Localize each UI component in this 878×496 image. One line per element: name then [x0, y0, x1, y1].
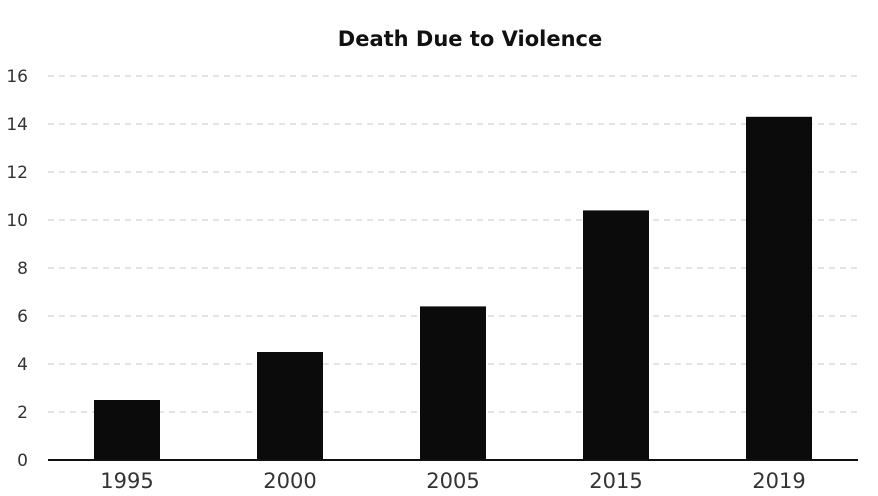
y-tick-label: 4 — [17, 355, 28, 375]
y-tick-label: 6 — [17, 307, 28, 327]
bar-2000 — [257, 352, 323, 460]
y-tick-label: 16 — [6, 67, 28, 87]
bar-2015 — [583, 210, 649, 460]
y-tick-label: 14 — [6, 115, 28, 135]
y-tick-label: 8 — [17, 259, 28, 279]
y-tick-label: 2 — [17, 403, 28, 423]
gridlines — [48, 75, 858, 413]
bar-2005 — [420, 306, 486, 460]
x-tick-label: 2019 — [752, 469, 805, 493]
chart-title: Death Due to Violence — [338, 27, 602, 51]
bars — [94, 116, 812, 461]
x-tick-label: 2000 — [263, 469, 316, 493]
x-tick-label: 2015 — [589, 469, 642, 493]
x-tick-label: 2005 — [426, 469, 479, 493]
x-tick-label: 1995 — [100, 469, 153, 493]
bar-1995 — [94, 400, 160, 460]
x-axis-ticks: 1995 2000 2005 2015 2019 — [100, 469, 805, 493]
y-tick-label: 10 — [6, 211, 28, 231]
y-tick-label: 12 — [6, 163, 28, 183]
y-tick-label: 0 — [17, 451, 28, 471]
bar-2019 — [746, 116, 812, 461]
y-axis-ticks: 0 2 4 6 8 10 12 14 16 — [6, 67, 28, 471]
